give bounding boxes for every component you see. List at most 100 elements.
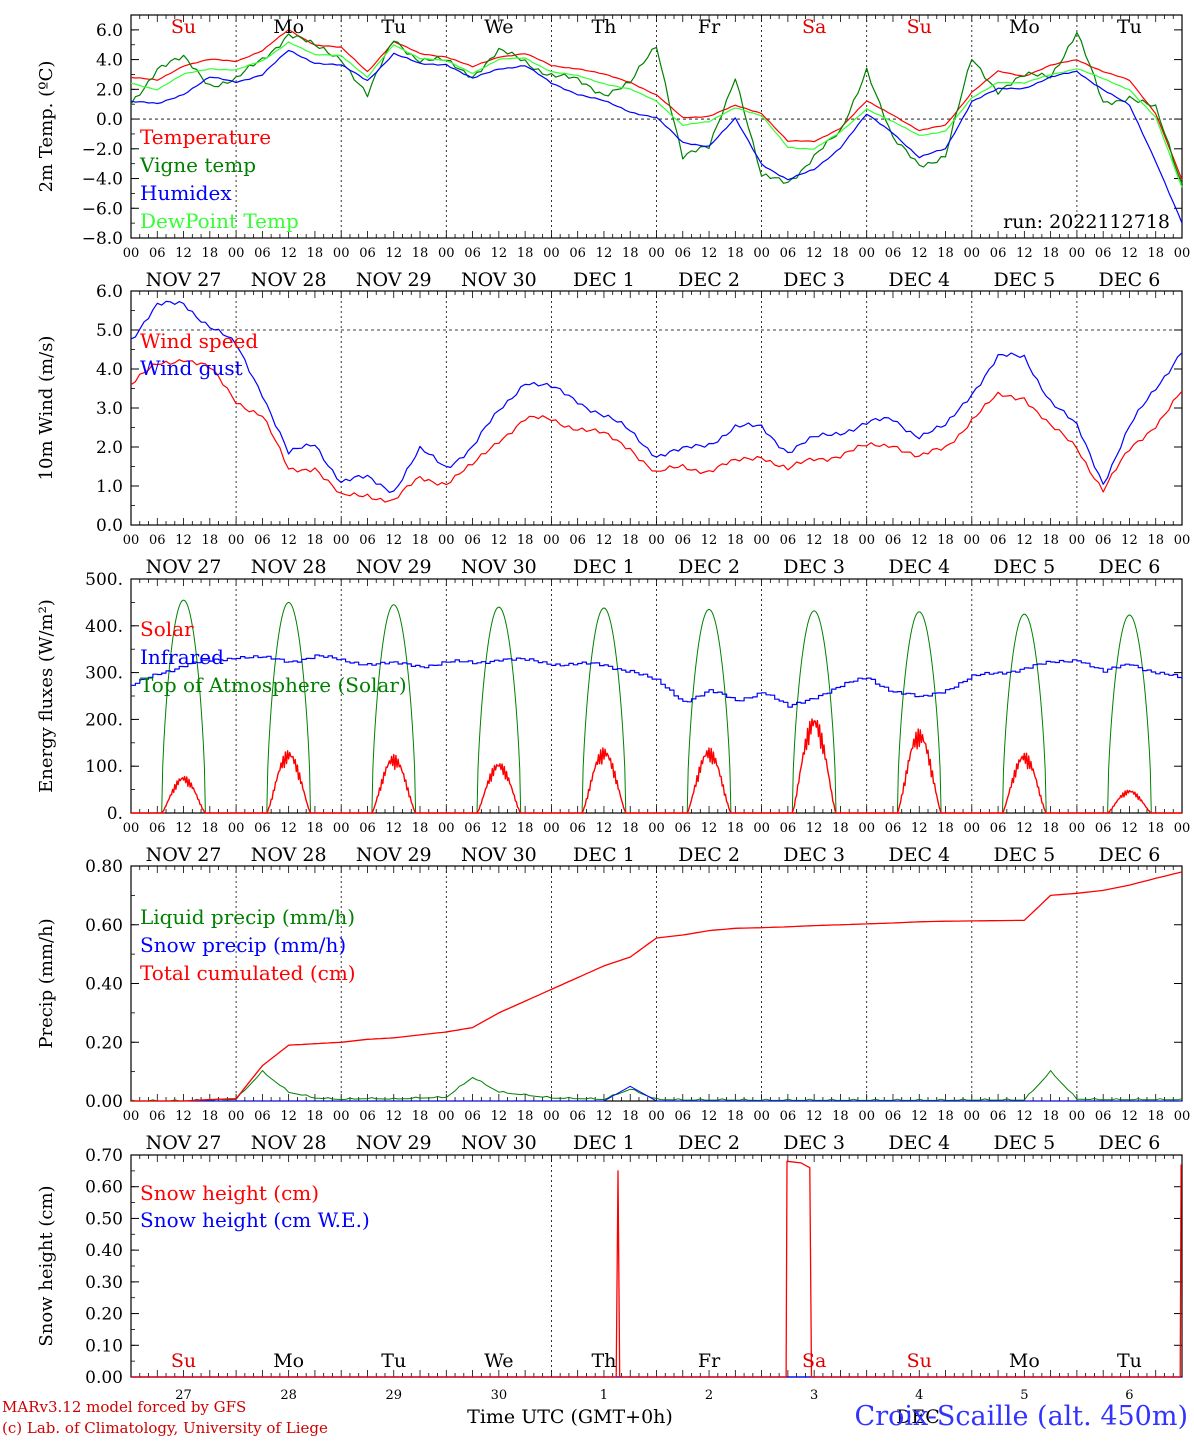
hour-tick-label: 18 (622, 821, 639, 836)
hour-tick-label: 18 (412, 821, 429, 836)
date-label: DEC 6 (1099, 269, 1161, 291)
hour-tick-label: 06 (675, 821, 692, 836)
date-label: NOV 29 (356, 1132, 432, 1154)
series-line-toa (131, 599, 1182, 814)
date-label: DEC 2 (678, 1132, 740, 1154)
legend-entry: Vigne temp (139, 153, 256, 177)
hour-tick-label: 06 (780, 533, 797, 548)
y-tick-label: 0.40 (85, 975, 123, 995)
legend-entry: DewPoint Temp (140, 209, 299, 233)
hour-tick-label: 00 (1174, 1109, 1191, 1124)
weekday-label: Mo (273, 16, 304, 38)
hour-tick-label: 06 (780, 821, 797, 836)
date-label: NOV 27 (146, 269, 222, 291)
hour-tick-label: 06 (569, 533, 586, 548)
day-number-label: 29 (385, 1388, 402, 1403)
day-number-label: 6 (1125, 1388, 1133, 1403)
hour-tick-label: 06 (149, 246, 166, 261)
series-line-2 (130, 49, 1183, 224)
date-label: NOV 28 (251, 1132, 327, 1154)
hour-tick-label: 18 (622, 533, 639, 548)
legend-entry: Temperature (140, 125, 271, 149)
hour-tick-label: 00 (333, 246, 350, 261)
series-line-0 (130, 29, 1183, 181)
hour-tick-label: 00 (438, 1109, 455, 1124)
hour-tick-label: 06 (149, 821, 166, 836)
weekday-label: We (484, 16, 513, 38)
date-label: NOV 30 (461, 269, 537, 291)
hour-tick-label: 00 (228, 1109, 245, 1124)
hour-tick-label: 18 (727, 1109, 744, 1124)
hour-tick-label: 12 (596, 821, 613, 836)
hour-tick-label: 06 (254, 246, 271, 261)
hour-tick-label: 00 (964, 533, 981, 548)
panel-5: 0.70 0.60 0.50 0.40 0.30 0.20 0.10 0.00 Snow hei… (36, 1146, 1183, 1428)
legend-entry: Snow height (cm W.E.) (140, 1208, 370, 1232)
credit-model: MARv3.12 model forced by GFS (2, 1398, 247, 1416)
y-tick-label: 0.20 (85, 1305, 123, 1325)
hour-tick-label: 00 (648, 1109, 665, 1124)
hour-tick-label: 00 (438, 821, 455, 836)
hour-tick-label: 06 (569, 1109, 586, 1124)
y-axis-label: Energy fluxes (W/m²) (36, 599, 57, 793)
date-label: DEC 1 (573, 844, 635, 866)
hour-tick-label: 06 (1095, 1109, 1112, 1124)
hour-tick-label: 18 (307, 533, 324, 548)
hour-tick-label: 00 (1174, 246, 1191, 261)
date-label: DEC 3 (783, 556, 845, 578)
hour-tick-label: 12 (701, 533, 718, 548)
series-line-infrared (131, 654, 1183, 708)
date-label: NOV 29 (356, 556, 432, 578)
y-axis-label: 2m Temp. (ºC) (36, 61, 57, 193)
y-tick-label: 0.80 (85, 857, 123, 877)
y-tick-label: 4.0 (96, 51, 123, 71)
y-tick-label: 2.0 (96, 438, 123, 458)
hour-tick-label: 18 (412, 246, 429, 261)
hour-tick-label: 12 (175, 821, 192, 836)
hour-tick-label: 18 (727, 246, 744, 261)
date-label: DEC 6 (1099, 844, 1161, 866)
y-tick-label: −4.0 (82, 170, 123, 190)
y-tick-label: 0.0 (96, 516, 123, 536)
y-tick-label: 0.10 (85, 1336, 123, 1356)
legend-entry: Wind speed (140, 329, 258, 353)
hour-tick-label: 12 (806, 1109, 823, 1124)
hour-tick-label: 12 (806, 533, 823, 548)
hour-tick-label: 12 (1016, 821, 1033, 836)
y-tick-label: 2.0 (96, 80, 123, 100)
hour-tick-label: 06 (885, 821, 902, 836)
hour-tick-label: 00 (964, 821, 981, 836)
hour-tick-label: 00 (1069, 533, 1086, 548)
hour-tick-label: 00 (228, 246, 245, 261)
weekday-label: Mo (273, 1350, 304, 1372)
hour-tick-label: 06 (254, 1109, 271, 1124)
station-name: Croix-Scaille (alt. 450m) (854, 1401, 1188, 1432)
hour-tick-label: 00 (753, 1109, 770, 1124)
y-tick-label: 0.00 (85, 1092, 123, 1112)
hour-tick-label: 12 (385, 533, 402, 548)
date-label: DEC 5 (993, 269, 1055, 291)
y-axis-label: Precip (mm/h) (36, 918, 57, 1048)
hour-tick-label: 06 (359, 821, 376, 836)
y-tick-label: 5.0 (96, 321, 123, 341)
date-label: DEC 1 (573, 556, 635, 578)
hour-tick-label: 00 (858, 533, 875, 548)
weekday-label: Mo (1009, 1350, 1040, 1372)
hour-tick-label: 18 (517, 821, 534, 836)
weekday-label: Su (171, 16, 196, 38)
y-tick-label: 6.0 (96, 282, 123, 302)
y-tick-label: 6.0 (96, 21, 123, 41)
hour-tick-label: 12 (280, 533, 297, 548)
date-label: DEC 5 (993, 556, 1055, 578)
hour-tick-label: 18 (517, 246, 534, 261)
hour-tick-label: 00 (1174, 821, 1191, 836)
hour-tick-label: 12 (1016, 533, 1033, 548)
hour-tick-label: 18 (202, 1109, 219, 1124)
y-tick-label: 0.20 (85, 1033, 123, 1053)
hour-tick-label: 00 (964, 1109, 981, 1124)
hour-tick-label: 18 (1042, 533, 1059, 548)
credit-lab: (c) Lab. of Climatology, University of L… (2, 1419, 328, 1437)
hour-tick-label: 00 (858, 821, 875, 836)
hour-tick-label: 06 (569, 821, 586, 836)
